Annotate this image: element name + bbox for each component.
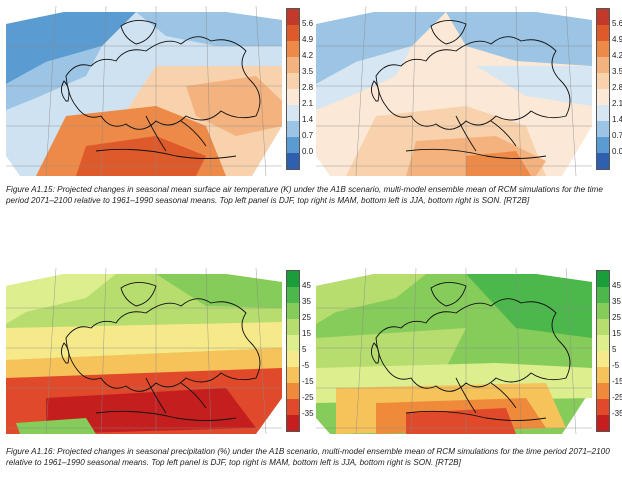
colorbar-segment [597,271,609,287]
temperature-map-panel-1 [6,6,282,176]
colorbar-segment [597,25,609,41]
colorbar-tick-label: -15 [302,377,314,386]
precipitation-colorbar-2 [596,270,610,432]
colorbar-tick-label: 45 [302,281,311,290]
colorbar-segment [597,303,609,319]
colorbar-tick-label: 2.8 [302,83,314,92]
colorbar-segment [597,105,609,121]
colorbar-segment [287,367,299,383]
colorbar-segment [597,335,609,351]
colorbar-segment [287,41,299,57]
colorbar-tick-label: 4.9 [302,35,314,44]
colorbar-segment [287,303,299,319]
figure-caption-a1-16: Figure A1.16: Projected changes in seaso… [6,447,610,467]
colorbar-segment [597,89,609,105]
precipitation-map-panel-1 [6,268,282,434]
colorbar-segment [287,351,299,367]
precipitation-colorbar-1 [286,270,300,432]
colorbar-tick-label: 25 [612,313,621,322]
colorbar-tick-label: 5 [302,345,307,354]
colorbar-segment [287,383,299,399]
colorbar-segment [597,383,609,399]
colorbar-tick-label: 45 [612,281,621,290]
colorbar-tick-label: 2.1 [302,99,314,108]
precipitation-map-panel-2 [316,268,592,434]
colorbar-segment [287,415,299,431]
colorbar-tick-label: -25 [302,393,314,402]
colorbar-tick-label: -5 [612,361,620,370]
colorbar-segment [287,319,299,335]
colorbar-tick-label: 3.5 [302,67,314,76]
colorbar-tick-label: 0.7 [302,131,314,140]
colorbar-segment [597,41,609,57]
colorbar-tick-label: 15 [302,329,311,338]
colorbar-tick-label: -5 [302,361,310,370]
colorbar-segment [287,399,299,415]
colorbar-segment [287,287,299,303]
colorbar-tick-label: 35 [612,297,621,306]
colorbar-segment [287,335,299,351]
colorbar-tick-label: 4.9 [612,35,622,44]
colorbar-tick-label: 3.5 [612,67,622,76]
colorbar-segment [287,9,299,25]
colorbar-tick-label: 4.2 [612,51,622,60]
colorbar-segment [597,73,609,89]
temperature-colorbar-1 [286,8,300,170]
colorbar-segment [287,105,299,121]
colorbar-tick-label: -15 [612,377,622,386]
figure-caption-a1-15: Figure A1.15: Projected changes in seaso… [6,185,603,205]
colorbar-segment [287,121,299,137]
colorbar-segment [597,399,609,415]
colorbar-segment [287,137,299,153]
colorbar-segment [597,367,609,383]
colorbar-segment [597,287,609,303]
colorbar-tick-label: -35 [302,409,314,418]
colorbar-tick-label: -35 [612,409,622,418]
colorbar-segment [287,25,299,41]
colorbar-tick-label: 25 [302,313,311,322]
colorbar-segment [597,351,609,367]
temperature-colorbar-2 [596,8,610,170]
colorbar-segment [597,57,609,73]
colorbar-tick-label: 5.6 [612,19,622,28]
colorbar-tick-label: 4.2 [302,51,314,60]
colorbar-tick-label: 15 [612,329,621,338]
colorbar-segment [597,9,609,25]
colorbar-segment [287,153,299,169]
colorbar-tick-label: 0.0 [612,147,622,156]
colorbar-tick-label: 2.1 [612,99,622,108]
colorbar-segment [597,319,609,335]
colorbar-segment [597,153,609,169]
colorbar-segment [287,57,299,73]
colorbar-segment [597,121,609,137]
colorbar-tick-label: 1.4 [612,115,622,124]
colorbar-tick-label: 2.8 [612,83,622,92]
colorbar-tick-label: 0.0 [302,147,314,156]
colorbar-segment [287,271,299,287]
colorbar-tick-label: 35 [302,297,311,306]
colorbar-tick-label: -25 [612,393,622,402]
temperature-map-panel-2 [316,6,592,176]
colorbar-segment [287,73,299,89]
colorbar-tick-label: 0.7 [612,131,622,140]
colorbar-segment [597,137,609,153]
colorbar-segment [287,89,299,105]
colorbar-tick-label: 5.6 [302,19,314,28]
colorbar-tick-label: 1.4 [302,115,314,124]
colorbar-segment [597,415,609,431]
colorbar-tick-label: 5 [612,345,617,354]
